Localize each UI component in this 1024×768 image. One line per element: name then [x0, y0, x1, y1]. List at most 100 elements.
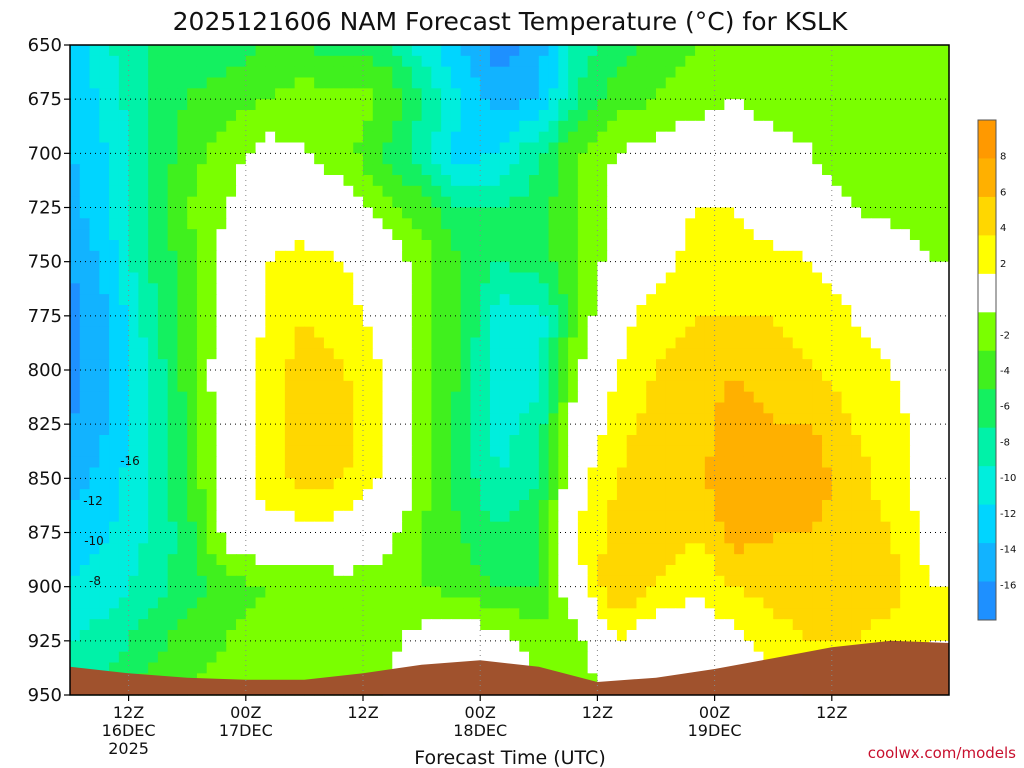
temperature-cell [782, 424, 794, 436]
temperature-cell [636, 565, 647, 577]
temperature-cell [597, 608, 608, 620]
temperature-cell [411, 489, 423, 501]
temperature-cell [255, 142, 266, 154]
temperature-cell [99, 500, 110, 512]
temperature-cell [157, 543, 169, 555]
temperature-cell [304, 305, 315, 317]
temperature-cell [519, 315, 530, 328]
temperature-cell [919, 575, 931, 588]
temperature-cell [519, 402, 530, 414]
temperature-cell [118, 175, 130, 187]
temperature-cell [870, 554, 882, 566]
temperature-cell [109, 240, 120, 252]
temperature-cell [724, 55, 735, 68]
temperature-cell [665, 521, 677, 534]
temperature-cell [206, 640, 218, 653]
temperature-cell [372, 185, 384, 198]
temperature-cell [460, 554, 472, 566]
temperature-cell [861, 164, 872, 176]
temperature-cell [284, 456, 296, 469]
temperature-cell [363, 229, 374, 241]
temperature-cell [939, 337, 950, 349]
temperature-cell [714, 131, 725, 144]
temperature-cell [616, 131, 628, 144]
temperature-cell [685, 467, 696, 479]
temperature-cell [216, 630, 227, 642]
temperature-cell [685, 120, 696, 133]
temperature-cell [304, 207, 315, 219]
temperature-cell [724, 391, 735, 404]
temperature-cell [773, 272, 784, 284]
temperature-cell [597, 240, 608, 252]
temperature-cell [421, 66, 432, 79]
temperature-cell [441, 218, 452, 230]
temperature-cell [909, 435, 921, 447]
temperature-cell [509, 261, 520, 274]
temperature-cell [392, 478, 403, 490]
temperature-cell [148, 500, 159, 512]
temperature-cell [685, 153, 696, 165]
temperature-cell [548, 218, 559, 230]
temperature-cell [363, 521, 374, 534]
temperature-cell [304, 196, 315, 209]
temperature-cell [460, 185, 472, 198]
temperature-cell [79, 489, 91, 501]
temperature-cell [753, 413, 765, 425]
temperature-cell [421, 326, 432, 339]
temperature-cell [577, 619, 589, 631]
temperature-cell [870, 110, 882, 122]
temperature-cell [148, 305, 159, 317]
temperature-cell [157, 348, 169, 360]
temperature-cell [128, 380, 139, 393]
temperature-cell [763, 370, 774, 382]
temperature-cell [880, 272, 891, 284]
temperature-cell [724, 597, 735, 609]
temperature-cell [880, 532, 891, 544]
temperature-cell [138, 294, 149, 306]
temperature-cell [304, 348, 315, 360]
temperature-cell [245, 261, 257, 274]
temperature-cell [372, 478, 384, 490]
temperature-cell [255, 250, 266, 263]
temperature-cell [480, 445, 491, 458]
temperature-cell [304, 565, 315, 577]
temperature-cell [675, 55, 686, 68]
temperature-cell [314, 110, 325, 122]
temperature-cell [880, 608, 891, 620]
temperature-cell [841, 543, 852, 555]
temperature-cell [509, 218, 520, 230]
temperature-cell [402, 326, 413, 339]
temperature-cell [499, 66, 511, 79]
temperature-cell [402, 196, 413, 209]
temperature-cell [509, 391, 520, 404]
temperature-cell [441, 261, 452, 274]
temperature-cell [236, 77, 247, 89]
temperature-cell [314, 370, 325, 382]
temperature-cell [421, 348, 432, 360]
temperature-cell [323, 326, 335, 339]
temperature-cell [402, 175, 413, 187]
temperature-cell [880, 510, 891, 523]
temperature-cell [284, 380, 296, 393]
temperature-cell [665, 391, 677, 404]
temperature-cell [646, 489, 657, 501]
temperature-cell [206, 424, 218, 436]
temperature-cell [284, 131, 296, 144]
temperature-cell [294, 467, 305, 479]
temperature-cell [929, 370, 940, 382]
temperature-cell [70, 521, 81, 534]
temperature-cell [343, 424, 354, 436]
temperature-cell [909, 489, 921, 501]
temperature-cell [226, 543, 237, 555]
temperature-cell [529, 359, 540, 371]
temperature-cell [685, 196, 696, 209]
temperature-cell [773, 164, 784, 176]
temperature-cell [323, 229, 335, 241]
temperature-cell [792, 153, 804, 165]
temperature-cell [792, 218, 804, 230]
temperature-cell [646, 66, 657, 79]
temperature-cell [822, 207, 833, 219]
temperature-cell [626, 630, 638, 642]
temperature-cell [812, 532, 823, 544]
temperature-cell [265, 164, 276, 176]
